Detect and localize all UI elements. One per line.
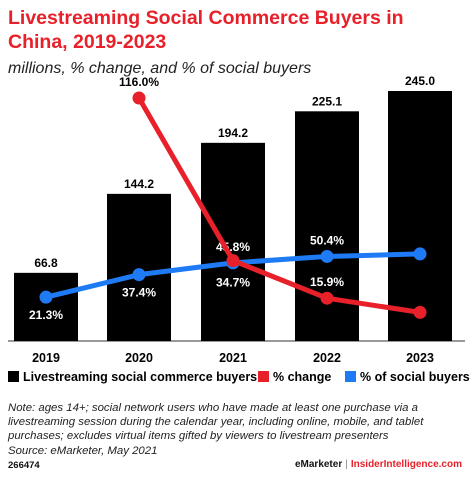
legend-label: % change [273, 370, 331, 384]
x-tick-label: 2021 [219, 351, 247, 365]
x-tick-label: 2022 [313, 351, 341, 365]
source-line: Source: eMarketer, May 2021 [8, 444, 158, 457]
legend-swatch [8, 371, 19, 382]
legend-swatch [345, 371, 356, 382]
chart-note: Note: ages 14+; social network users who… [8, 401, 463, 458]
bar-value-label: 144.2 [124, 177, 154, 191]
pct-change-point [413, 305, 427, 319]
chart-area: 66.8 2019 144.2 2020 194.2 2021 225.1 2022 245.0… [8, 74, 470, 384]
pct-social-buyers-point [132, 268, 146, 282]
pct-social-buyers-point [39, 290, 53, 304]
x-tick-label: 2020 [125, 351, 153, 365]
note-line-2: livestreaming session during the calenda… [8, 416, 424, 429]
note-line-3: purchases; excludes virtual items gifted… [8, 430, 389, 443]
pct-social-buyers-data-label: 37.4% [122, 286, 156, 300]
bar [201, 142, 265, 341]
bar-value-label: 66.8 [34, 256, 58, 270]
pct-change-data-label: 116.0% [119, 75, 159, 89]
legend-label: % of social buyers [360, 370, 470, 384]
bar [295, 111, 359, 341]
pct-change-data-label: 8.8% [406, 289, 434, 303]
brand-separator: | [345, 459, 348, 470]
bar-value-label: 245.0 [405, 74, 435, 88]
pct-social-buyers-point [413, 247, 427, 261]
bar [388, 91, 452, 341]
pct-change-point [320, 291, 334, 305]
pct-change-data-label: 15.9% [310, 275, 344, 289]
chart-id: 266474 [8, 460, 40, 471]
pct-change-point [132, 91, 146, 105]
bar-value-label: 225.1 [312, 94, 342, 108]
x-tick-label: 2019 [32, 351, 60, 365]
x-tick-label: 2023 [406, 351, 434, 365]
pct-social-buyers-data-label: 50.4% [310, 233, 344, 247]
legend-label: Livestreaming social commerce buyers [23, 370, 257, 384]
bar [107, 193, 171, 341]
pct-change-point [226, 254, 240, 268]
legend-swatch [258, 371, 269, 382]
pct-social-buyers-point [320, 249, 334, 263]
pct-change-data-label: 34.7% [216, 276, 250, 290]
footer-brand: eMarketer | InsiderIntelligence.com [295, 459, 462, 470]
bar-value-label: 194.2 [218, 126, 248, 140]
note-line-1: Note: ages 14+; social network users who… [8, 402, 418, 414]
chart-title: Livestreaming Social Commerce Buyers in … [8, 7, 404, 53]
bar [14, 272, 78, 341]
brand-insider: InsiderIntelligence.com [350, 459, 462, 470]
pct-social-buyers-data-label: 21.3% [29, 308, 63, 322]
brand-emarketer: eMarketer [294, 459, 343, 470]
pct-social-buyers-data-label: 52.2% [403, 231, 437, 245]
chart-subtitle: millions, % change, and % of social buye… [8, 60, 312, 77]
pct-change-line [136, 96, 421, 315]
